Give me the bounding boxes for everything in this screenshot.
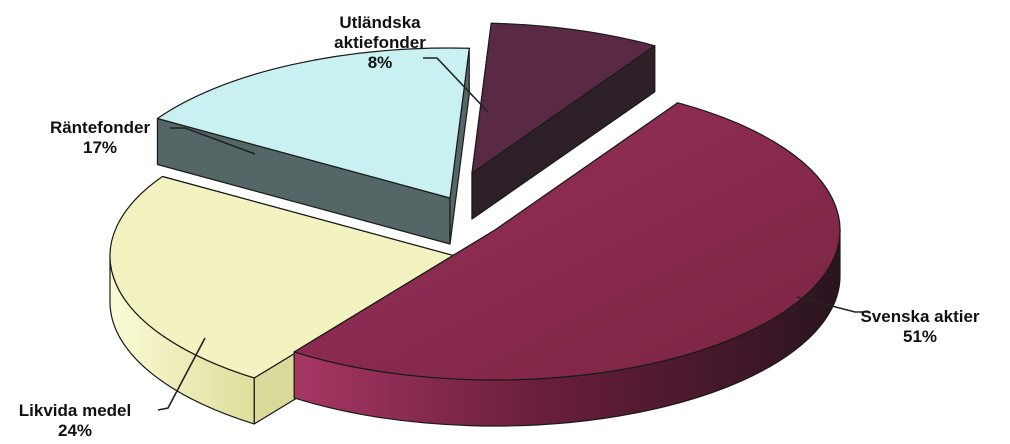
slice-top-likvida-medel (109, 175, 456, 379)
pie-slice-utlandska-aktiefonder (471, 22, 656, 220)
leader-line (170, 127, 256, 155)
slice-value-text: 24% (58, 421, 92, 440)
slice-name-text: Utländska (339, 13, 421, 32)
leader-line (796, 296, 868, 313)
slice-top-rantefonder (156, 47, 470, 199)
slice-value-text: 51% (903, 327, 937, 346)
slice-name-text: Svenska aktier (860, 307, 979, 326)
slice-value-text: 17% (83, 138, 117, 157)
slice-name-text: aktiefonder (334, 33, 426, 52)
slice-name-text: Räntefonder (50, 118, 151, 137)
slice-value-text: 8% (368, 53, 393, 72)
slice-top-svenska-aktier (293, 102, 841, 381)
pie-slice-rantefonder (156, 47, 470, 245)
slice-name-text: Likvida medel (19, 401, 131, 420)
slice-top-utlandska-aktiefonder (471, 22, 656, 174)
leader-line (423, 57, 489, 113)
pie-slice-svenska-aktier (293, 102, 841, 427)
leader-line (157, 337, 206, 411)
